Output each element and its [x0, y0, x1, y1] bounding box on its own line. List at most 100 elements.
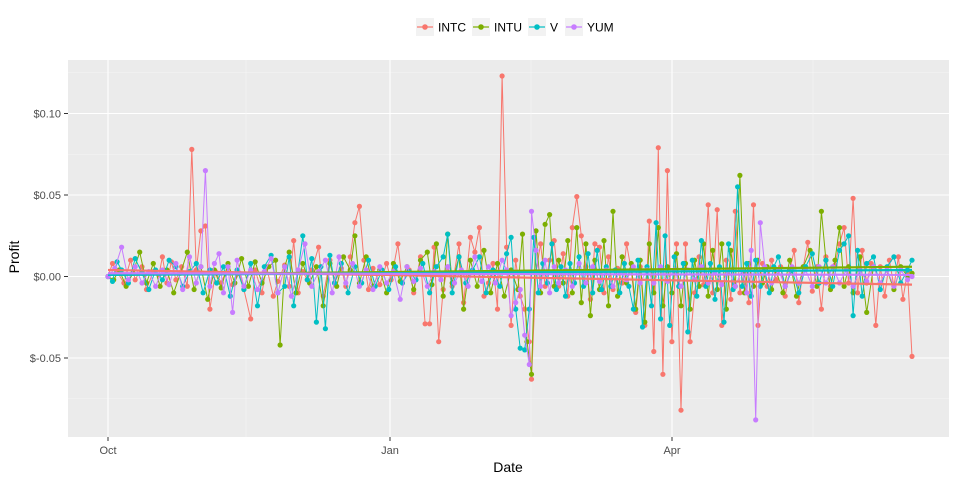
data-point: [576, 260, 582, 267]
data-point: [671, 254, 677, 260]
data-point: [322, 257, 328, 263]
data-point: [277, 342, 283, 348]
data-point: [658, 264, 664, 270]
data-point: [660, 371, 666, 377]
data-point: [393, 264, 399, 270]
data-point: [193, 280, 199, 286]
data-point: [184, 249, 190, 255]
data-point: [528, 376, 535, 382]
data-point: [841, 241, 847, 247]
data-point: [261, 264, 267, 270]
data-point: [132, 264, 138, 270]
data-point: [587, 313, 594, 319]
data-point: [846, 233, 852, 239]
legend-item-yum: YUM: [565, 18, 614, 36]
data-point: [698, 238, 705, 244]
data-point: [610, 208, 616, 214]
data-point: [662, 233, 668, 239]
data-point: [186, 254, 193, 260]
data-point: [193, 260, 199, 267]
data-point: [732, 208, 738, 214]
data-point: [526, 306, 532, 312]
data-point: [273, 257, 279, 263]
data-point: [216, 251, 222, 257]
data-point: [352, 220, 358, 226]
data-point: [377, 282, 383, 288]
data-point: [549, 241, 555, 247]
data-point: [744, 260, 750, 267]
data-point: [424, 249, 430, 255]
data-point: [576, 254, 582, 260]
data-point: [166, 282, 172, 288]
data-point: [528, 371, 535, 377]
data-point: [248, 267, 254, 273]
legend-item-intc: INTC: [416, 18, 466, 36]
data-point: [497, 283, 503, 289]
data-point: [855, 247, 861, 253]
data-point: [483, 290, 489, 296]
data-point: [370, 286, 376, 293]
data-point: [535, 290, 541, 296]
data-point: [542, 257, 548, 263]
data-point: [601, 238, 607, 244]
data-point: [309, 283, 315, 289]
data-point: [397, 296, 403, 302]
data-point: [630, 306, 637, 312]
data-point: [248, 316, 254, 322]
data-point: [288, 293, 294, 299]
data-point: [291, 238, 297, 244]
data-point: [474, 283, 480, 289]
x-tick-label: Jan: [381, 445, 399, 457]
data-point: [766, 290, 772, 296]
data-point: [682, 241, 689, 247]
data-point: [494, 260, 501, 267]
data-point: [678, 303, 684, 309]
data-point: [282, 264, 288, 270]
data-point: [316, 244, 322, 250]
data-point: [504, 251, 510, 257]
data-point: [427, 321, 433, 327]
data-point: [234, 257, 240, 263]
data-point: [336, 254, 342, 260]
data-point: [551, 264, 557, 270]
data-point: [687, 306, 693, 312]
data-point: [356, 203, 362, 209]
data-point: [714, 207, 720, 213]
data-point: [189, 146, 195, 152]
data-point: [855, 290, 861, 296]
data-point: [569, 283, 575, 289]
data-point: [411, 278, 417, 284]
data-point: [320, 303, 326, 309]
data-point: [605, 303, 612, 309]
data-point: [533, 247, 539, 253]
data-point: [313, 319, 319, 325]
data-point: [830, 283, 836, 289]
data-point: [132, 277, 138, 283]
data-point: [295, 267, 301, 273]
data-point: [547, 290, 553, 296]
data-point: [750, 202, 757, 208]
data-point: [737, 290, 743, 296]
legend-label: INTC: [438, 21, 466, 35]
data-point: [646, 241, 652, 247]
data-point: [433, 264, 439, 270]
data-point: [562, 293, 569, 299]
data-point: [191, 286, 197, 293]
data-point: [619, 254, 625, 260]
data-point: [775, 254, 782, 260]
data-point: [637, 280, 643, 286]
data-point: [259, 290, 265, 296]
legend: INTC INTU V YUM: [416, 18, 614, 36]
data-point: [476, 225, 482, 231]
data-point: [132, 256, 138, 262]
data-point: [757, 220, 763, 226]
data-point: [286, 254, 292, 260]
data-point: [499, 73, 505, 79]
data-point: [522, 306, 528, 312]
data-point: [569, 290, 575, 296]
data-point: [180, 286, 186, 293]
data-point: [864, 309, 870, 315]
data-point: [440, 254, 446, 260]
series-v: [105, 184, 915, 353]
data-point: [696, 254, 702, 260]
